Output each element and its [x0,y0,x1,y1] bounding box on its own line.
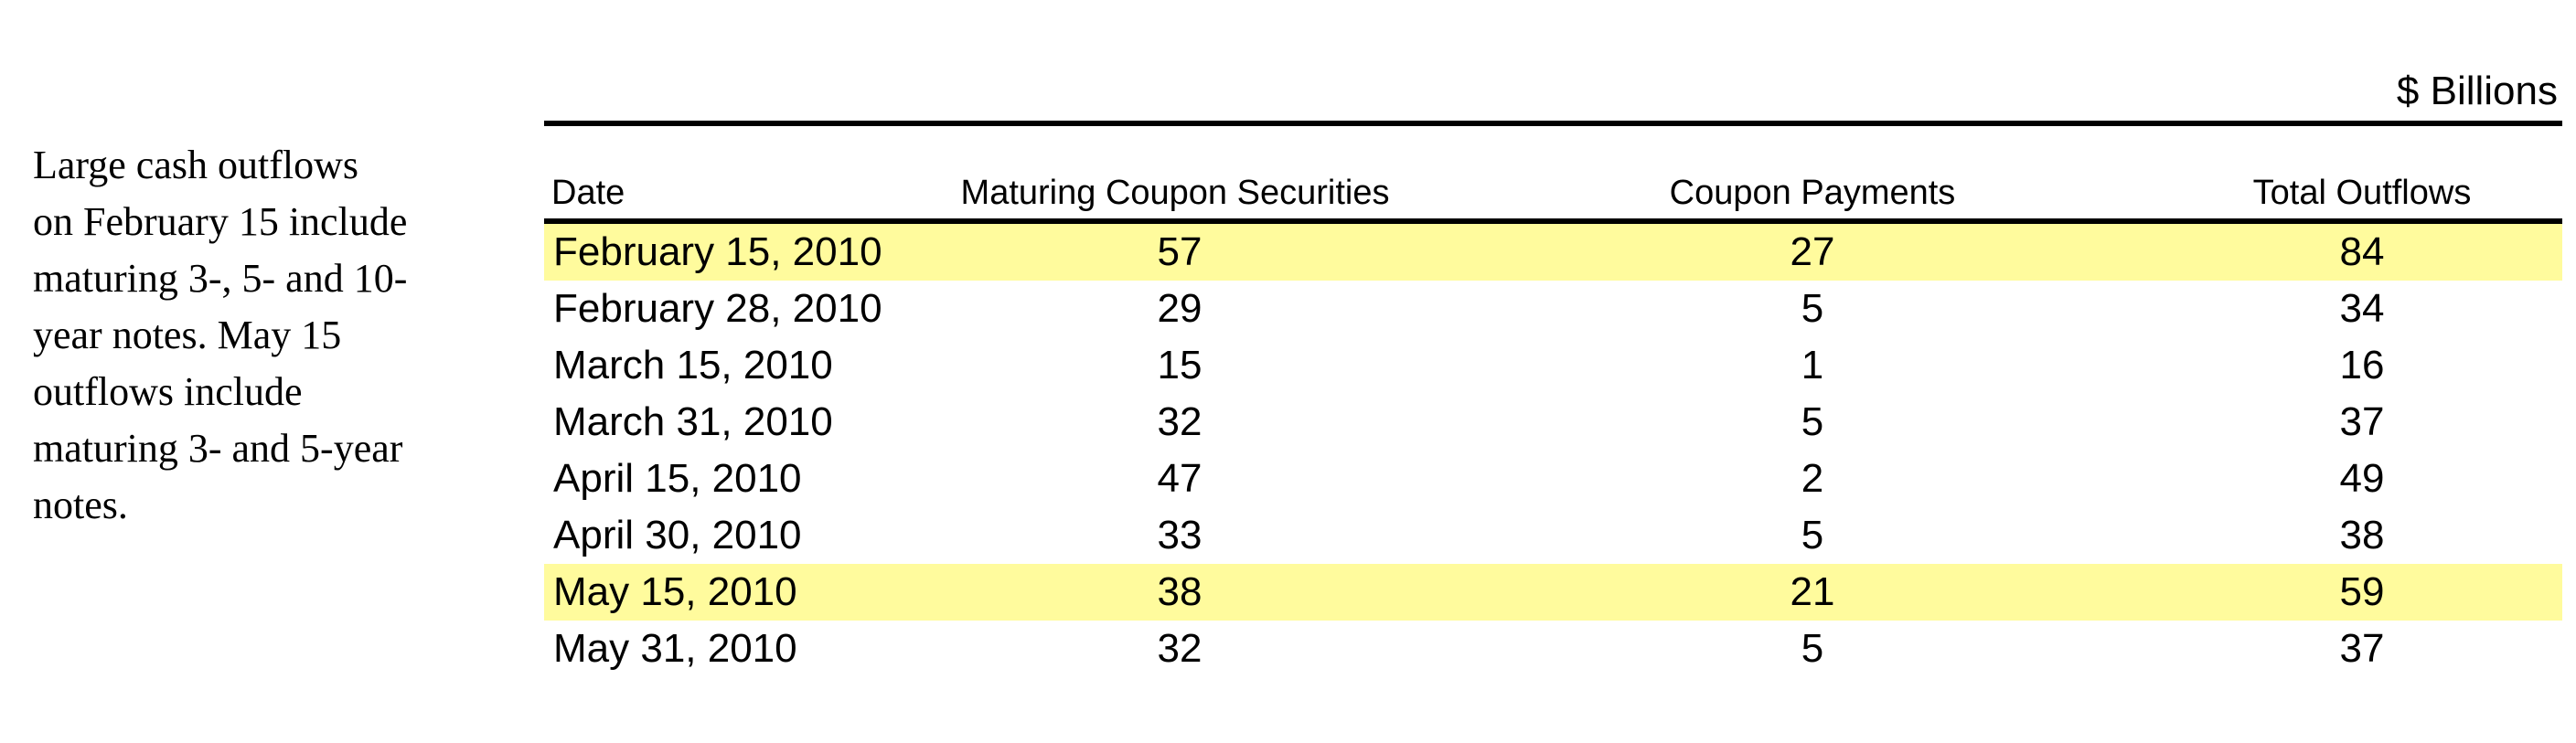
header-total-outflows: Total Outflows [2252,174,2472,212]
table-row: March 31, 2010 32 5 37 [544,394,2562,451]
table-row: May 31, 2010 32 5 37 [544,621,2562,677]
header-date: Date [551,174,625,212]
cell-total: 37 [2339,626,2385,671]
units-label: $ Billions [2396,69,2558,113]
cell-date: May 31, 2010 [553,626,797,671]
cell-maturing: 29 [1157,286,1202,331]
side-note: Large cash outflows on February 15 inclu… [33,137,490,534]
header-coupon-payments: Coupon Payments [1669,174,1956,212]
cell-coupon: 1 [1801,343,1824,387]
cell-maturing: 15 [1157,343,1202,387]
header-maturing-coupon-securities: Maturing Coupon Securities [960,174,1390,212]
cell-coupon: 5 [1801,399,1824,444]
cell-total: 84 [2339,229,2385,274]
cell-coupon: 21 [1790,569,1835,614]
side-note-line: Large cash outflows [33,143,358,187]
table-row: March 15, 2010 15 1 16 [544,337,2562,394]
cell-date: May 15, 2010 [553,569,797,614]
cell-date: February 28, 2010 [553,286,882,331]
cell-coupon: 5 [1801,626,1824,671]
table-row: April 30, 2010 33 5 38 [544,507,2562,564]
table-row: February 28, 2010 29 5 34 [544,281,2562,337]
cell-date: March 15, 2010 [553,343,833,387]
cell-total: 49 [2339,456,2385,501]
cell-maturing: 33 [1157,513,1202,557]
table-header-row: Date Maturing Coupon Securities Coupon P… [544,166,2562,224]
table-row: April 15, 2010 47 2 49 [544,451,2562,507]
cell-coupon: 5 [1801,286,1824,331]
cell-total: 34 [2339,286,2385,331]
table-row: February 15, 2010 57 27 84 [544,224,2562,281]
cell-maturing: 38 [1157,569,1202,614]
side-note-line: on February 15 include [33,199,408,244]
cell-date: March 31, 2010 [553,399,833,444]
side-note-line: notes. [33,483,128,527]
cell-total: 16 [2339,343,2385,387]
cell-total: 38 [2339,513,2385,557]
cell-coupon: 2 [1801,456,1824,501]
cell-maturing: 57 [1157,229,1202,274]
cell-total: 37 [2339,399,2385,444]
cell-date: April 30, 2010 [553,513,802,557]
cell-maturing: 32 [1157,399,1202,444]
side-note-line: outflows include [33,369,303,414]
cell-coupon: 27 [1790,229,1835,274]
cell-date: April 15, 2010 [553,456,802,501]
cell-maturing: 32 [1157,626,1202,671]
side-note-line: maturing 3-, 5- and 10- [33,256,408,301]
outflows-table: Date Maturing Coupon Securities Coupon P… [544,166,2562,677]
cell-maturing: 47 [1157,456,1202,501]
top-rule-divider [544,121,2562,126]
side-note-line: maturing 3- and 5-year [33,426,403,471]
cell-coupon: 5 [1801,513,1824,557]
cell-date: February 15, 2010 [553,229,882,274]
table-row: May 15, 2010 38 21 59 [544,564,2562,621]
cell-total: 59 [2339,569,2385,614]
side-note-line: year notes. May 15 [33,313,342,357]
